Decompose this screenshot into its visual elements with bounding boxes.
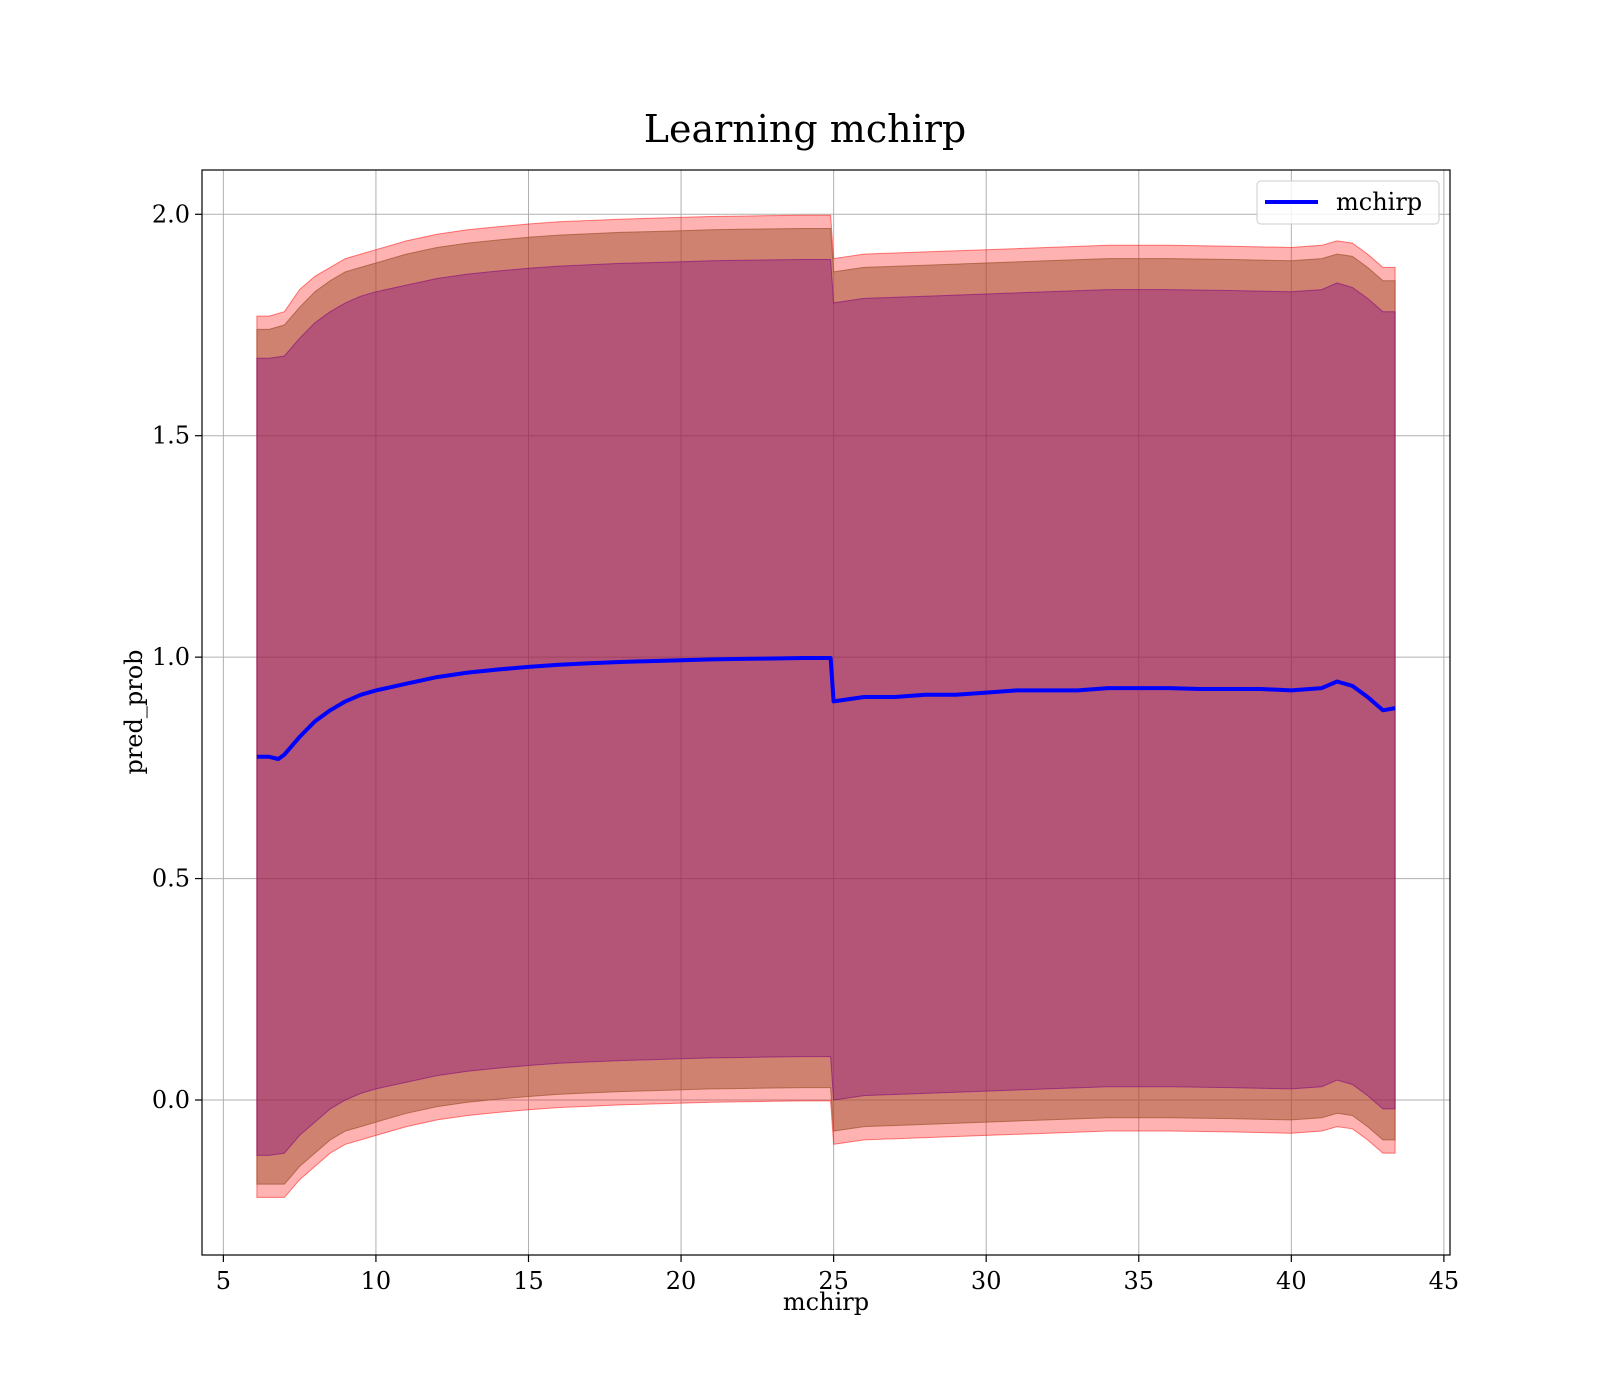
x-tick-label: 35 <box>1123 1267 1154 1295</box>
legend: mchirp <box>1256 180 1440 225</box>
y-tick-label: 1.0 <box>152 643 190 671</box>
x-tick-label: 5 <box>216 1267 231 1295</box>
x-tick-label: 40 <box>1276 1267 1307 1295</box>
uncertainty-bands <box>256 214 1396 1198</box>
x-axis-label: mchirp <box>783 1288 869 1316</box>
x-axis-ticks: 5 10 15 20 25 30 35 40 45 <box>216 1255 1459 1295</box>
series-lines <box>256 656 1396 761</box>
y-tick-label: 0.5 <box>152 865 190 893</box>
y-axis-ticks: 0.0 0.5 1.0 1.5 2.0 <box>152 200 202 1114</box>
series-line-mchirp <box>256 656 1396 761</box>
y-tick-label: 2.0 <box>152 200 190 228</box>
x-tick-label: 30 <box>971 1267 1002 1295</box>
x-tick-label: 10 <box>361 1267 392 1295</box>
y-tick-label: 1.5 <box>152 422 190 450</box>
chart-title: Learning mchirp <box>644 107 966 151</box>
x-tick-label: 15 <box>513 1267 544 1295</box>
y-axis-label: pred_prob <box>120 649 148 774</box>
legend-box <box>1256 180 1440 225</box>
x-tick-label: 25 <box>818 1267 849 1295</box>
plot-frame <box>201 169 1451 1256</box>
band-1 <box>256 228 1396 1185</box>
x-tick-label: 20 <box>666 1267 697 1295</box>
band-2 <box>256 259 1396 1156</box>
legend-label-mchirp: mchirp <box>1336 188 1422 216</box>
y-tick-label: 0.0 <box>152 1086 190 1114</box>
x-tick-label: 45 <box>1429 1267 1460 1295</box>
